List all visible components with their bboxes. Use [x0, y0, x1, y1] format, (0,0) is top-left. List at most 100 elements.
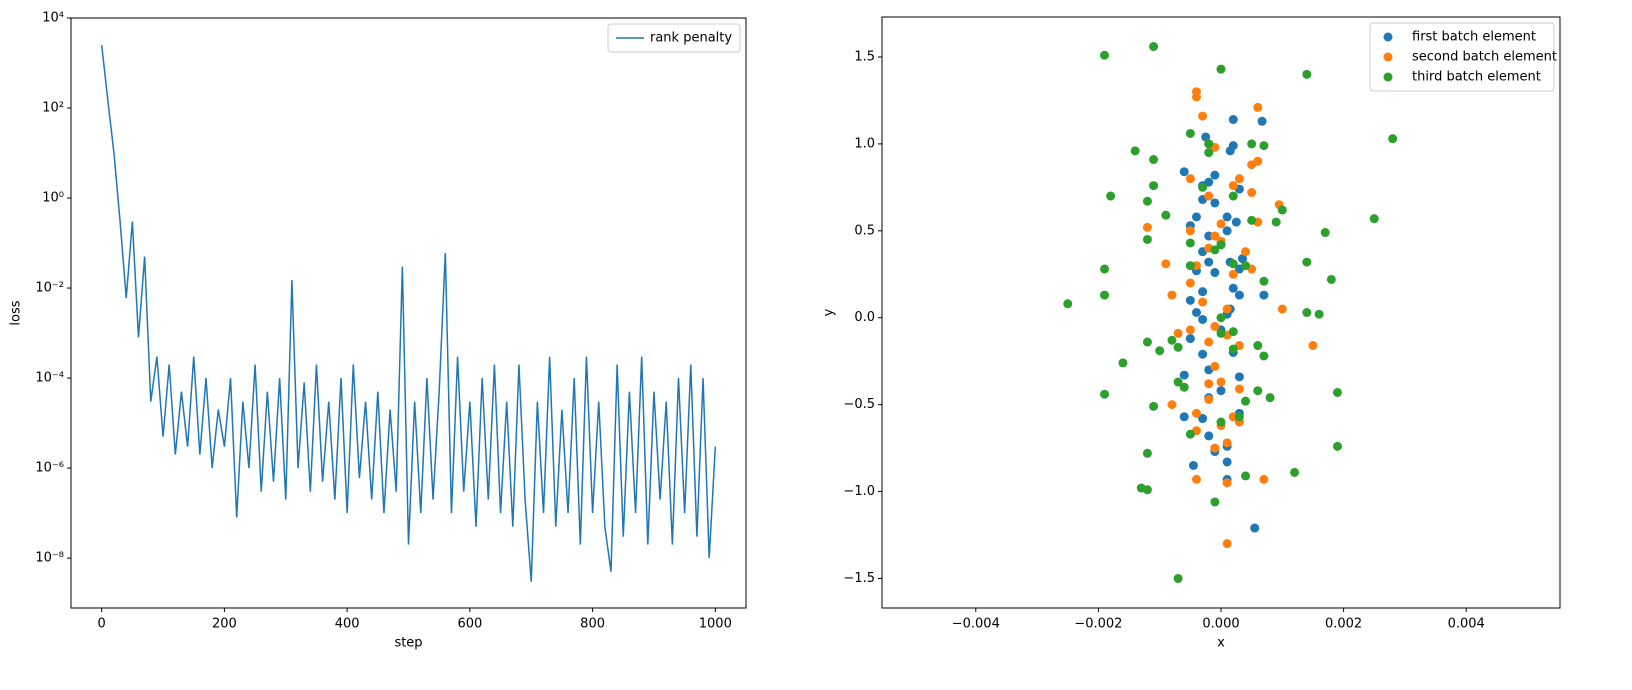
point — [1228, 344, 1238, 354]
point — [1142, 448, 1152, 458]
point — [1216, 313, 1226, 323]
point — [1167, 290, 1177, 300]
point — [1234, 290, 1244, 300]
point — [1210, 268, 1220, 278]
point — [1222, 226, 1232, 236]
point — [1308, 341, 1318, 351]
point — [1100, 50, 1110, 60]
point — [1228, 327, 1238, 337]
x-tick-label: 0 — [98, 617, 106, 632]
point — [1369, 214, 1379, 224]
point — [1216, 386, 1226, 396]
point — [1191, 92, 1201, 102]
point — [1257, 116, 1267, 126]
point — [1228, 259, 1238, 269]
point — [1259, 141, 1269, 151]
legend-label: third batch element — [1412, 70, 1541, 85]
point — [1228, 283, 1238, 293]
point — [1185, 261, 1195, 271]
y-axis-label: y — [822, 308, 837, 316]
point — [1191, 474, 1201, 484]
y-tick-label: −1.0 — [843, 484, 875, 499]
y-tick-label: 1.0 — [854, 136, 875, 151]
point — [1222, 478, 1232, 488]
point — [1234, 412, 1244, 422]
point — [1142, 337, 1152, 347]
point — [1210, 198, 1220, 208]
point — [1302, 69, 1312, 79]
legend-box — [607, 23, 741, 53]
point — [1100, 389, 1110, 399]
point — [1198, 314, 1208, 324]
x-axis-label: step — [394, 636, 422, 651]
point — [1210, 231, 1220, 241]
point — [1302, 308, 1312, 317]
point — [1259, 290, 1269, 300]
point — [1118, 358, 1128, 368]
y-tick-label: −0.5 — [843, 397, 875, 412]
point — [1210, 361, 1220, 371]
y-axis-label: loss — [9, 300, 24, 325]
legend-label: second batch element — [1412, 50, 1557, 65]
point — [1185, 174, 1195, 184]
x-tick-label: 400 — [335, 617, 360, 632]
point — [1204, 191, 1214, 201]
point — [1241, 471, 1251, 481]
y-tick-label: 10⁻⁸ — [35, 551, 64, 566]
point — [1179, 382, 1189, 392]
y-tick-label: 10² — [42, 101, 64, 116]
axes-frame — [881, 16, 1561, 609]
point — [1210, 497, 1220, 507]
point — [1100, 264, 1110, 274]
point — [1185, 334, 1195, 344]
point — [1204, 431, 1214, 441]
point — [1259, 474, 1269, 484]
point — [1253, 341, 1263, 351]
point — [1191, 408, 1201, 418]
point — [1100, 290, 1110, 300]
point — [1259, 351, 1269, 361]
y-tick-label: 10⁻⁶ — [35, 461, 64, 476]
point — [1149, 401, 1159, 411]
point — [1259, 276, 1269, 286]
point — [1326, 274, 1336, 284]
point — [1234, 372, 1244, 382]
y-tick-label: 0.5 — [854, 223, 875, 238]
point — [1198, 297, 1208, 307]
point — [1106, 191, 1116, 201]
x-tick-label: −0.002 — [1074, 617, 1122, 632]
point — [1241, 247, 1251, 257]
point — [1216, 64, 1226, 74]
point — [1179, 412, 1189, 422]
point — [1130, 146, 1140, 156]
point — [1302, 257, 1312, 267]
point — [1191, 212, 1201, 222]
point — [1210, 321, 1220, 331]
point — [1149, 155, 1159, 165]
point — [1277, 205, 1287, 215]
point — [1142, 485, 1152, 495]
y-tick-label: 10⁰ — [42, 191, 64, 206]
point — [1198, 182, 1208, 192]
point — [1201, 132, 1211, 142]
point — [1247, 188, 1257, 198]
point — [1173, 377, 1183, 387]
point — [1161, 210, 1171, 220]
point — [1225, 146, 1235, 156]
point — [1231, 217, 1241, 227]
axes-frame — [70, 17, 747, 609]
legend-label: rank penalty — [650, 31, 732, 46]
line — [100, 45, 717, 582]
point — [1185, 128, 1195, 138]
point — [1173, 573, 1183, 583]
point — [1185, 295, 1195, 305]
point — [1167, 335, 1177, 345]
point — [1149, 181, 1159, 191]
x-tick-label: 0.000 — [1202, 617, 1239, 632]
point — [1210, 170, 1220, 180]
point — [1204, 257, 1214, 267]
point — [1204, 379, 1214, 389]
point — [1234, 174, 1244, 184]
point — [1179, 167, 1189, 177]
